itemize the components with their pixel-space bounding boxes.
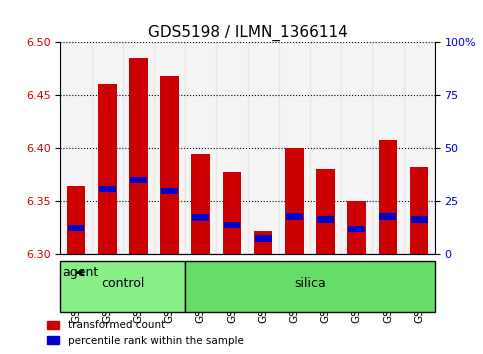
- Bar: [192, 214, 209, 221]
- Bar: [254, 231, 272, 255]
- Text: agent: agent: [62, 266, 98, 279]
- Bar: [317, 216, 334, 223]
- Bar: [60, 42, 92, 255]
- Bar: [224, 222, 241, 228]
- Bar: [286, 213, 303, 219]
- Bar: [341, 42, 372, 255]
- Bar: [372, 42, 403, 255]
- Bar: [403, 42, 435, 255]
- Text: silica: silica: [294, 277, 326, 290]
- Bar: [410, 166, 428, 255]
- Bar: [316, 169, 335, 255]
- Bar: [60, 261, 185, 312]
- Bar: [154, 42, 185, 255]
- Bar: [161, 188, 178, 194]
- Title: GDS5198 / ILMN_1366114: GDS5198 / ILMN_1366114: [148, 25, 347, 41]
- Bar: [67, 185, 85, 255]
- Bar: [99, 185, 115, 192]
- Bar: [98, 84, 116, 255]
- Bar: [223, 172, 242, 255]
- Bar: [379, 140, 397, 255]
- Bar: [130, 177, 147, 183]
- Bar: [310, 42, 341, 255]
- Bar: [247, 42, 279, 255]
- Bar: [255, 235, 271, 242]
- Bar: [279, 42, 310, 255]
- Bar: [129, 58, 148, 255]
- Bar: [216, 42, 248, 255]
- Bar: [380, 213, 397, 219]
- Bar: [411, 216, 427, 223]
- Bar: [285, 148, 304, 255]
- Bar: [92, 42, 123, 255]
- Bar: [348, 226, 365, 232]
- Bar: [123, 42, 154, 255]
- Text: control: control: [101, 277, 144, 290]
- Bar: [185, 42, 216, 255]
- Bar: [160, 76, 179, 255]
- Legend: transformed count, percentile rank within the sample: transformed count, percentile rank withi…: [44, 317, 247, 349]
- Bar: [185, 261, 435, 312]
- Bar: [191, 154, 210, 255]
- Bar: [347, 201, 366, 255]
- Bar: [68, 225, 85, 231]
